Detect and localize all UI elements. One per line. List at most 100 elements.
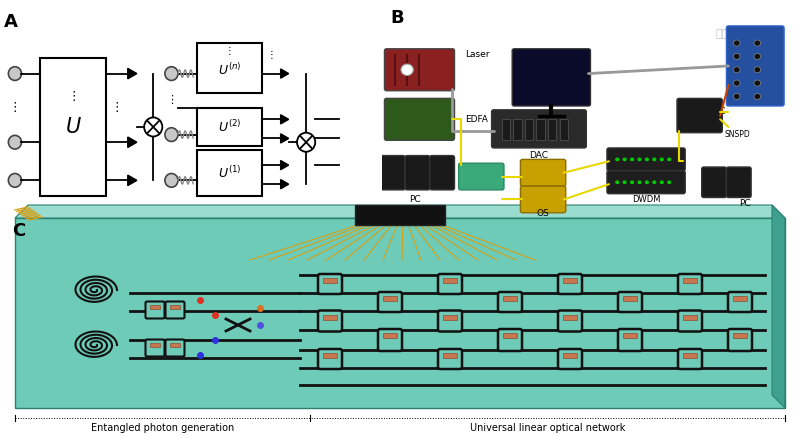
Text: OS: OS: [537, 209, 550, 218]
Bar: [323, 278, 337, 283]
FancyBboxPatch shape: [318, 349, 342, 369]
Circle shape: [734, 53, 740, 59]
Circle shape: [630, 157, 634, 161]
Circle shape: [622, 157, 626, 161]
FancyBboxPatch shape: [618, 292, 642, 312]
FancyBboxPatch shape: [405, 156, 430, 190]
Circle shape: [734, 80, 740, 86]
Bar: [443, 315, 457, 319]
Text: B: B: [390, 9, 404, 27]
Circle shape: [638, 180, 642, 184]
FancyBboxPatch shape: [166, 340, 185, 357]
Text: ⋮: ⋮: [166, 95, 177, 105]
Circle shape: [622, 180, 626, 184]
FancyBboxPatch shape: [430, 156, 454, 190]
Circle shape: [667, 157, 671, 161]
FancyBboxPatch shape: [558, 274, 582, 294]
Bar: [323, 315, 337, 319]
Text: A: A: [4, 13, 18, 31]
FancyBboxPatch shape: [728, 292, 752, 312]
Circle shape: [667, 180, 671, 184]
FancyBboxPatch shape: [197, 108, 262, 146]
Text: ⋮: ⋮: [67, 90, 79, 103]
FancyBboxPatch shape: [702, 167, 726, 198]
FancyBboxPatch shape: [166, 302, 185, 319]
Circle shape: [754, 67, 761, 73]
FancyBboxPatch shape: [438, 311, 462, 332]
Circle shape: [734, 67, 740, 73]
FancyBboxPatch shape: [380, 156, 405, 190]
FancyBboxPatch shape: [558, 349, 582, 369]
FancyBboxPatch shape: [385, 98, 454, 140]
Polygon shape: [281, 69, 289, 78]
FancyBboxPatch shape: [548, 119, 556, 140]
Bar: [170, 305, 180, 309]
Text: PC: PC: [410, 195, 421, 204]
Polygon shape: [15, 205, 785, 218]
Text: Universal linear optical network: Universal linear optical network: [470, 423, 626, 433]
FancyBboxPatch shape: [607, 148, 686, 171]
Circle shape: [754, 80, 761, 86]
Circle shape: [645, 180, 649, 184]
Text: $U^{(n)}$: $U^{(n)}$: [218, 62, 242, 78]
FancyBboxPatch shape: [521, 186, 566, 213]
Circle shape: [754, 53, 761, 59]
FancyBboxPatch shape: [728, 329, 752, 351]
Bar: [563, 315, 577, 319]
Text: ⋮: ⋮: [110, 101, 123, 114]
Polygon shape: [281, 134, 289, 143]
Text: Entangled photon generation: Entangled photon generation: [91, 423, 234, 433]
Bar: [170, 343, 180, 347]
FancyBboxPatch shape: [385, 49, 454, 91]
Bar: [503, 296, 517, 301]
FancyBboxPatch shape: [678, 311, 702, 332]
Text: PC: PC: [739, 199, 750, 208]
FancyBboxPatch shape: [512, 49, 590, 106]
FancyBboxPatch shape: [318, 274, 342, 294]
Polygon shape: [772, 205, 785, 408]
Circle shape: [165, 67, 178, 80]
FancyBboxPatch shape: [498, 329, 522, 351]
FancyBboxPatch shape: [438, 349, 462, 369]
Circle shape: [645, 157, 649, 161]
FancyBboxPatch shape: [525, 119, 533, 140]
Bar: [683, 353, 697, 358]
Text: $U^{(1)}$: $U^{(1)}$: [218, 165, 242, 180]
Bar: [563, 353, 577, 358]
Text: SNSPD: SNSPD: [724, 130, 750, 139]
Circle shape: [734, 40, 740, 46]
Bar: [733, 333, 747, 338]
Bar: [150, 343, 160, 347]
Circle shape: [8, 67, 22, 80]
Text: Laser: Laser: [465, 50, 490, 59]
Text: ⋮: ⋮: [9, 101, 21, 114]
Bar: [383, 333, 397, 338]
Bar: [623, 333, 637, 338]
Circle shape: [8, 135, 22, 149]
FancyBboxPatch shape: [726, 167, 751, 198]
Circle shape: [754, 94, 761, 100]
Circle shape: [754, 40, 761, 46]
Polygon shape: [281, 180, 289, 189]
Circle shape: [144, 118, 162, 136]
Circle shape: [297, 133, 315, 152]
Text: ⋮: ⋮: [225, 46, 234, 55]
FancyBboxPatch shape: [726, 26, 784, 106]
FancyBboxPatch shape: [438, 274, 462, 294]
FancyBboxPatch shape: [678, 274, 702, 294]
Text: DWDM: DWDM: [632, 195, 660, 204]
Text: DAC: DAC: [530, 151, 549, 160]
Bar: [355, 205, 445, 225]
FancyBboxPatch shape: [677, 98, 722, 133]
Bar: [623, 296, 637, 301]
Circle shape: [734, 94, 740, 100]
FancyBboxPatch shape: [458, 163, 504, 190]
Bar: [383, 296, 397, 301]
FancyBboxPatch shape: [40, 58, 106, 196]
Bar: [503, 333, 517, 338]
Circle shape: [401, 64, 414, 76]
FancyBboxPatch shape: [559, 119, 568, 140]
Circle shape: [165, 128, 178, 142]
Text: $U^{(2)}$: $U^{(2)}$: [218, 119, 242, 135]
Bar: [563, 278, 577, 283]
